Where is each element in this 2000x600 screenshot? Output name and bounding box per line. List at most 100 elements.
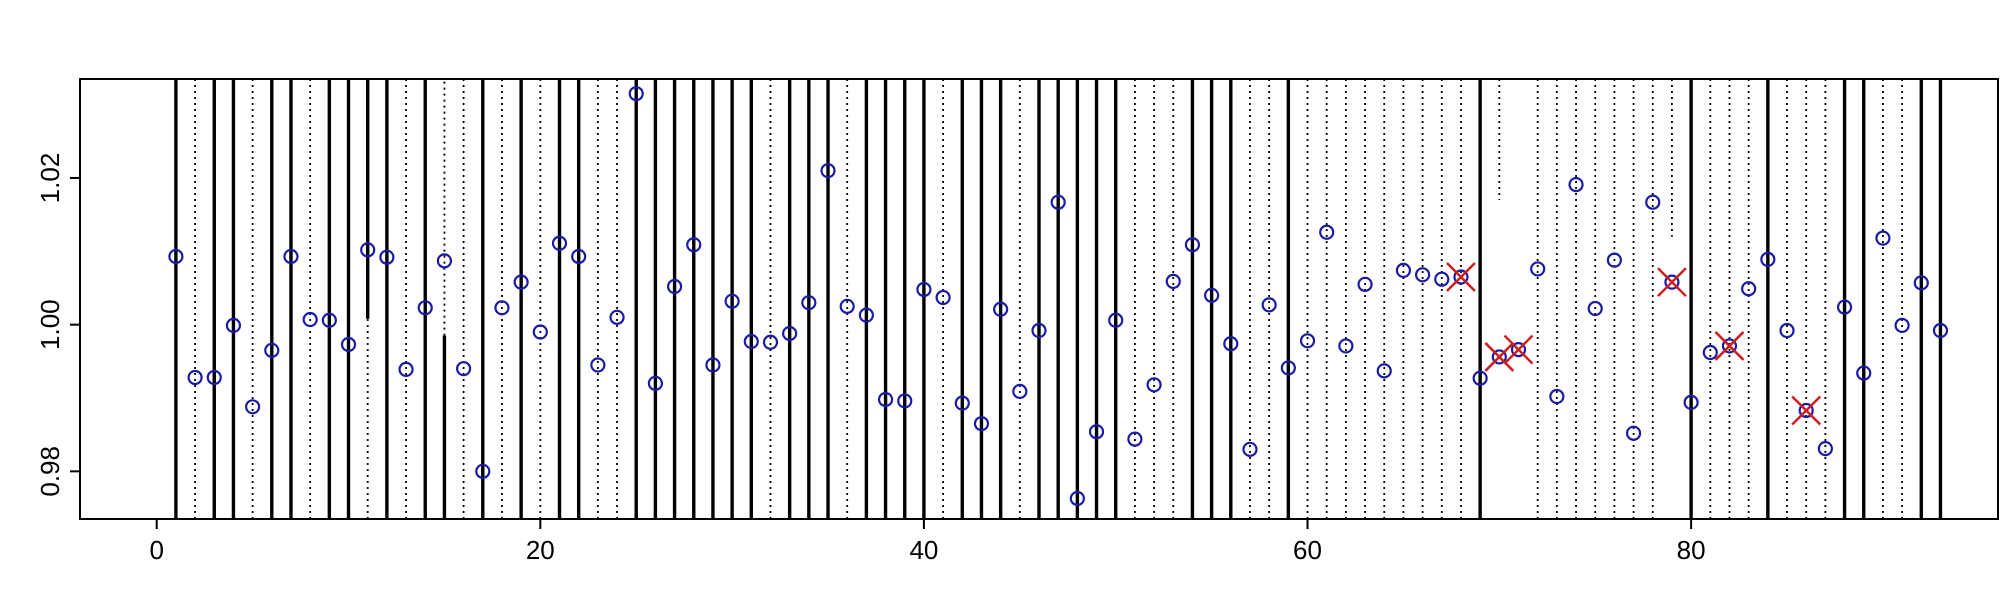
data-point — [206, 369, 222, 386]
data-point — [590, 357, 606, 373]
data-point — [283, 248, 299, 265]
data-point — [1184, 237, 1201, 253]
data-point — [1012, 383, 1028, 399]
data-point — [1242, 441, 1258, 457]
data-point — [1434, 271, 1450, 287]
data-point — [187, 369, 203, 386]
data-point — [1280, 360, 1296, 376]
data-point — [1491, 349, 1507, 365]
flagged-markers-layer — [1446, 262, 1822, 426]
data-point — [954, 395, 970, 411]
data-point — [1549, 388, 1565, 405]
data-point — [973, 416, 990, 432]
flagged-point-marker — [1714, 331, 1745, 361]
data-point — [245, 399, 261, 415]
data-point — [398, 361, 414, 377]
flagged-point-marker — [1446, 262, 1476, 292]
data-point — [1702, 344, 1718, 361]
data-point — [666, 278, 683, 295]
data-point — [1932, 322, 1949, 339]
data-point — [1836, 299, 1853, 315]
data-point — [1319, 224, 1335, 240]
data-point — [801, 295, 817, 311]
data-point — [1299, 333, 1316, 349]
plot-frame — [79, 78, 1999, 520]
x-tick-label: 0 — [149, 535, 163, 565]
flagged-point-marker — [1791, 395, 1822, 426]
data-point — [705, 357, 721, 373]
data-points-layer — [168, 86, 1949, 507]
data-point — [647, 375, 664, 391]
data-point — [935, 289, 951, 306]
data-point — [993, 301, 1009, 317]
data-point — [1645, 194, 1661, 210]
data-point — [360, 242, 376, 258]
data-point — [1204, 287, 1220, 303]
data-point — [782, 325, 798, 342]
data-point — [743, 333, 759, 350]
data-point — [1357, 276, 1373, 292]
data-point — [1856, 365, 1872, 381]
x-tick-label: 40 — [909, 535, 938, 565]
data-point — [302, 311, 318, 328]
data-point — [1146, 377, 1162, 393]
data-point — [839, 298, 855, 314]
data-point — [858, 307, 874, 323]
data-point — [1376, 363, 1392, 379]
data-point — [1817, 441, 1833, 457]
data-point — [1721, 338, 1738, 354]
data-point — [475, 463, 491, 479]
data-point — [1760, 251, 1776, 267]
flagged-point-marker — [1484, 342, 1515, 372]
data-point — [321, 312, 337, 328]
data-point — [916, 281, 932, 298]
data-point — [820, 163, 836, 179]
data-point — [1088, 424, 1105, 440]
data-point — [1223, 336, 1239, 352]
data-point — [264, 342, 280, 358]
data-point — [609, 309, 625, 325]
data-point — [1069, 490, 1085, 507]
data-point — [340, 336, 357, 353]
data-point — [1625, 425, 1642, 441]
data-point — [1798, 402, 1814, 419]
y-tick-label: 1.02 — [35, 153, 65, 204]
data-point — [571, 248, 587, 265]
data-point — [1530, 261, 1546, 277]
data-point — [1741, 281, 1757, 297]
data-point — [1127, 431, 1143, 447]
data-point — [897, 393, 913, 409]
data-point — [1606, 252, 1623, 268]
data-point — [1568, 177, 1584, 193]
data-point — [1338, 338, 1354, 354]
y-axis: 0.98 1.00 1.02 — [35, 153, 80, 497]
data-point — [1414, 267, 1431, 283]
data-point — [1664, 274, 1680, 290]
data-point — [1031, 322, 1047, 339]
data-point — [1050, 194, 1066, 210]
flagged-point-marker — [1657, 267, 1687, 298]
data-point — [1683, 394, 1699, 410]
data-point — [1894, 317, 1910, 333]
data-point — [1453, 269, 1469, 285]
data-point — [762, 334, 779, 350]
data-point — [456, 361, 472, 377]
y-tick-label: 0.98 — [35, 446, 65, 497]
data-point — [724, 293, 740, 309]
data-point — [225, 317, 242, 333]
data-point — [1587, 300, 1603, 317]
data-point — [1261, 297, 1277, 313]
flagged-point-marker — [1503, 334, 1534, 365]
x-tick-label: 20 — [526, 535, 555, 565]
data-point — [1510, 342, 1527, 358]
data-point — [1108, 312, 1124, 328]
data-point — [168, 248, 184, 265]
vertical-lines-layer — [174, 79, 1943, 519]
data-point — [436, 253, 453, 269]
x-tick-label: 60 — [1293, 535, 1322, 565]
data-point — [1875, 230, 1891, 246]
y-tick-label: 1.00 — [35, 299, 65, 350]
x-tick-label: 80 — [1677, 535, 1706, 565]
data-point — [379, 249, 395, 265]
